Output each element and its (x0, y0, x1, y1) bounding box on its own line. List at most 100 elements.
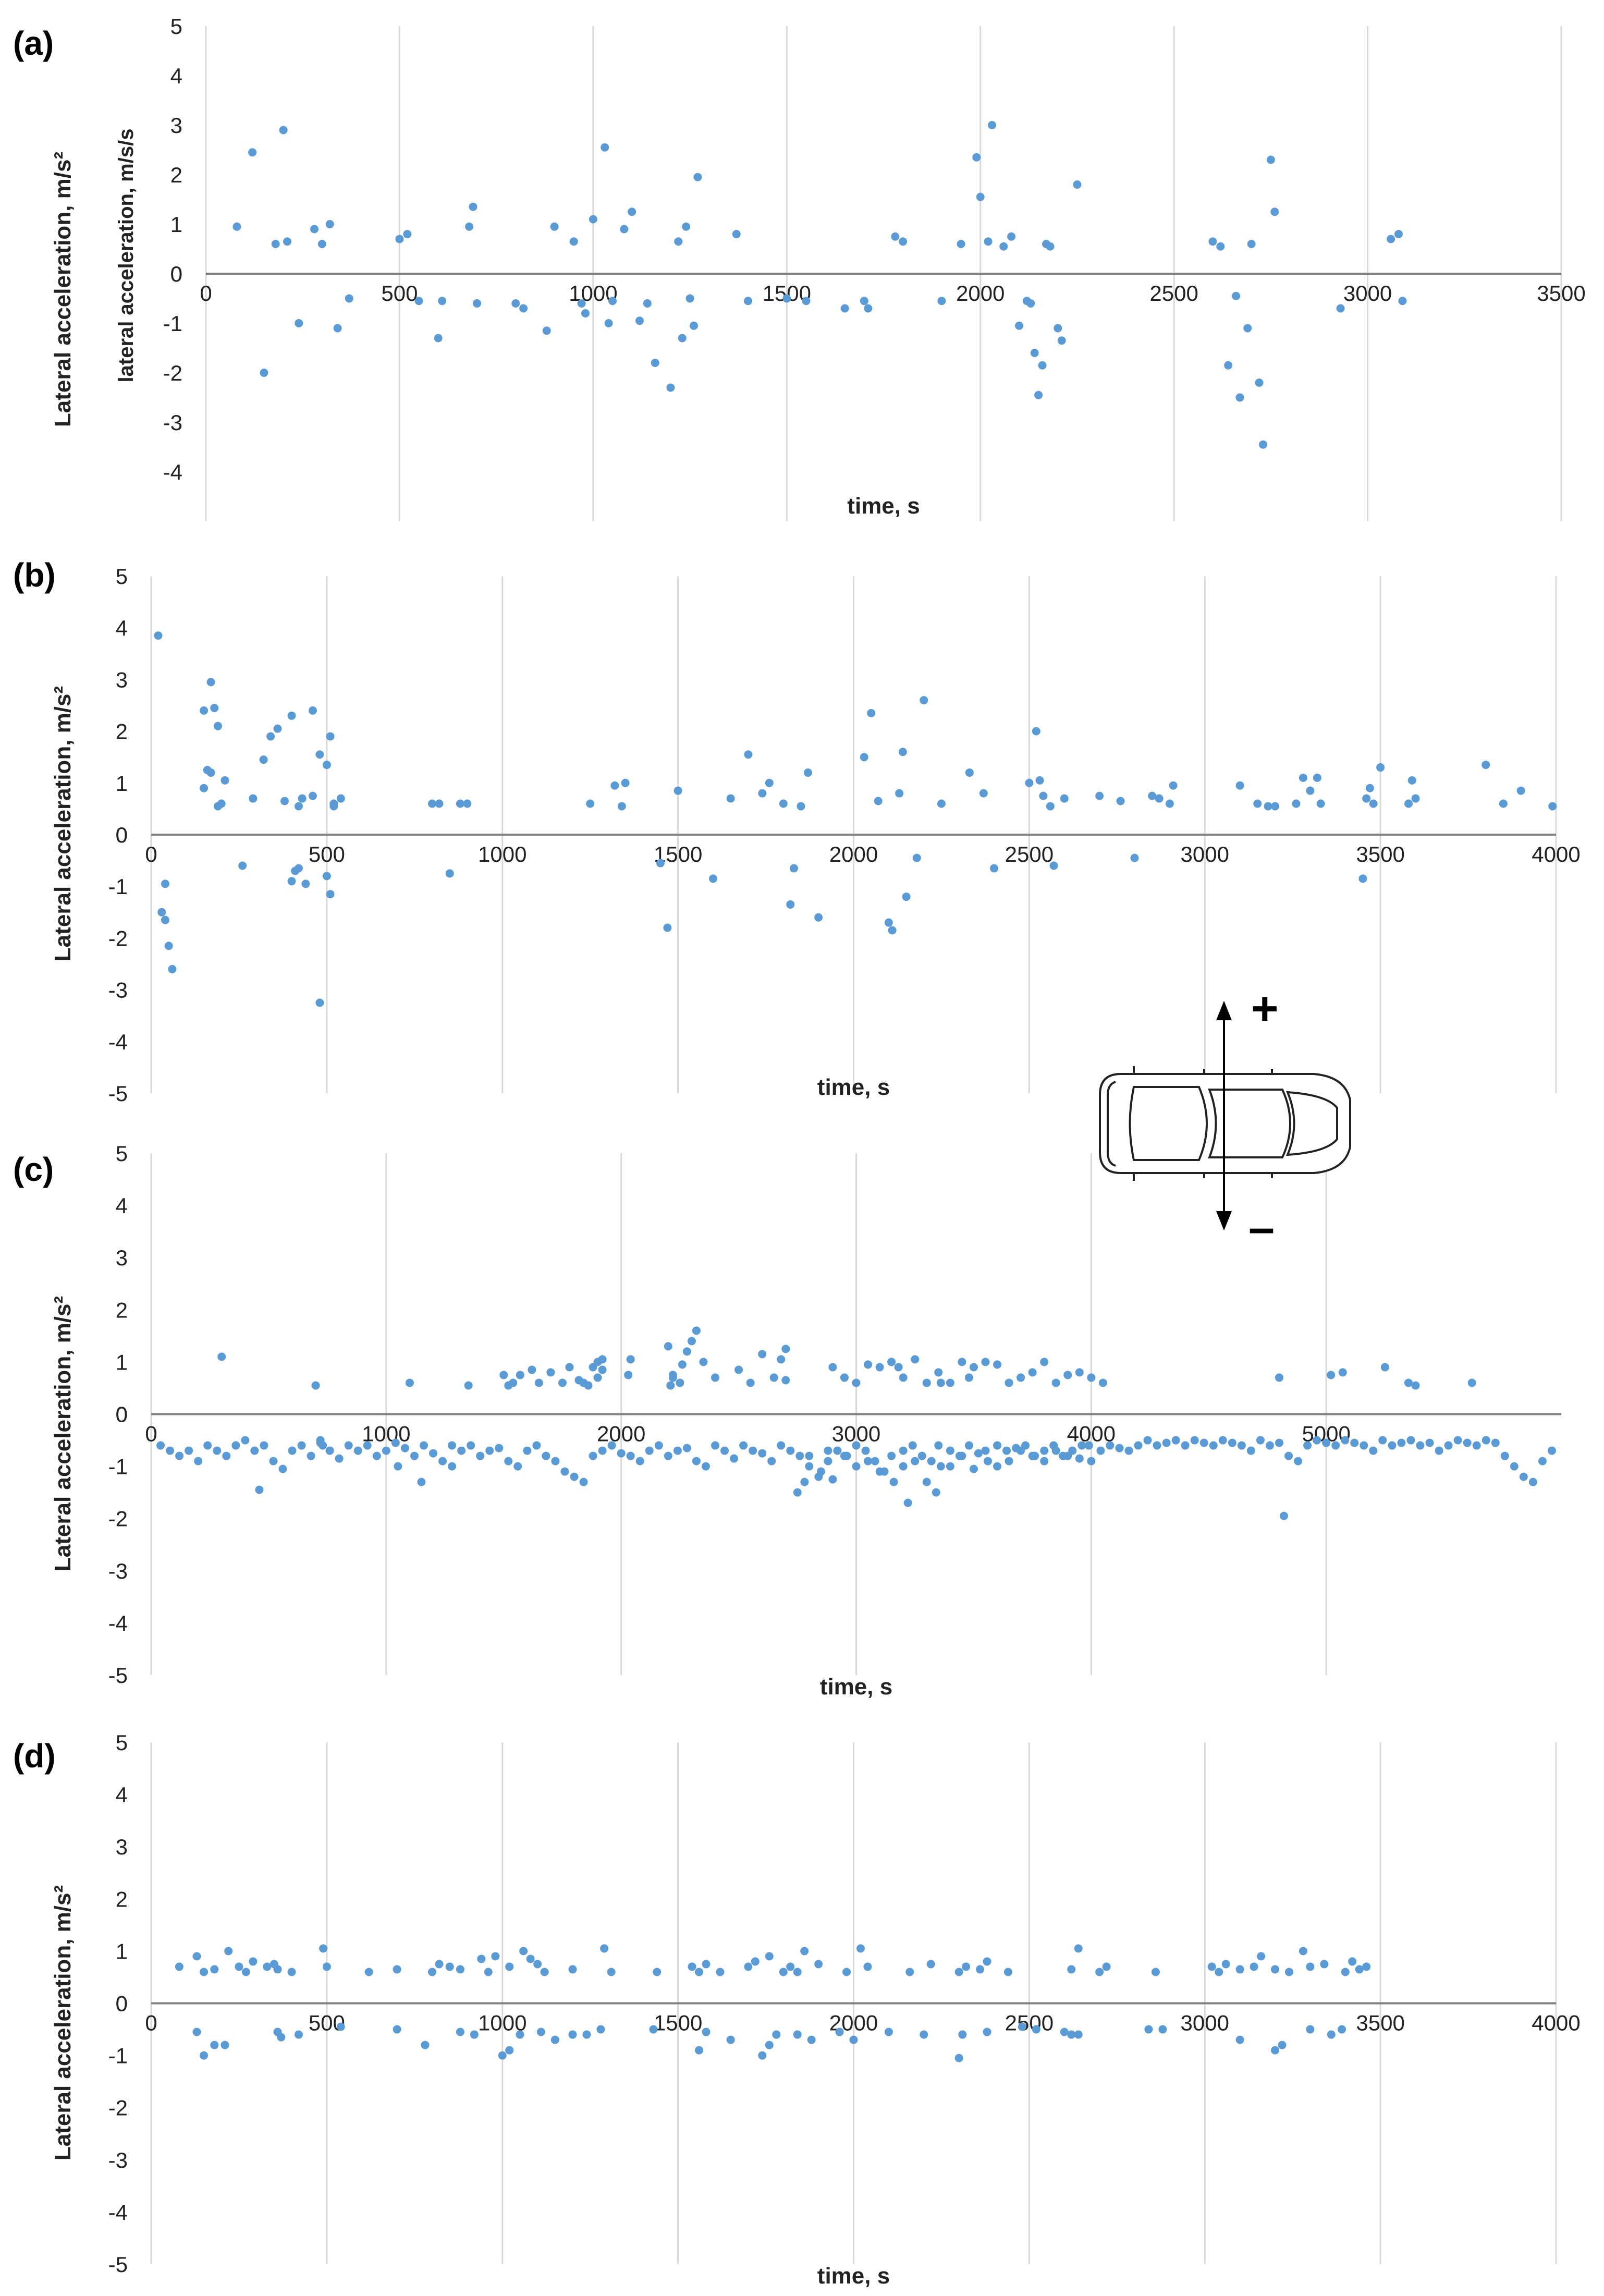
data-point (484, 1968, 493, 1976)
data-point (765, 778, 774, 787)
data-point (1398, 297, 1407, 306)
data-point (758, 2051, 767, 2060)
data-point (435, 799, 444, 808)
data-point (353, 1446, 362, 1455)
data-point (746, 1378, 755, 1387)
data-point (643, 299, 652, 308)
data-point (993, 1360, 1001, 1369)
data-point (699, 1358, 708, 1366)
data-point (516, 2030, 524, 2039)
data-point (965, 768, 974, 777)
data-point (394, 1462, 402, 1471)
data-point (568, 1965, 577, 1974)
y-tick-label: -2 (108, 1507, 128, 1531)
data-point (287, 877, 296, 886)
data-point (315, 998, 324, 1007)
y-tick-label: -1 (108, 874, 128, 899)
y-tick-label: 1 (116, 771, 128, 796)
data-point (678, 1360, 687, 1369)
data-point (903, 1498, 912, 1507)
data-point (864, 1360, 873, 1369)
data-point (532, 1441, 541, 1450)
data-point (528, 1365, 536, 1374)
data-point (1002, 1446, 1011, 1455)
data-point (1106, 1441, 1115, 1450)
data-point (1411, 1381, 1420, 1390)
data-point (1257, 1952, 1266, 1961)
data-point (294, 2030, 303, 2039)
data-point (664, 1342, 672, 1351)
y-axis-title-d: Lateral acceleration, m/s² (50, 1885, 76, 2160)
data-point (1007, 232, 1016, 241)
data-point (596, 2025, 605, 2034)
data-point (861, 1446, 870, 1455)
data-point (777, 1441, 786, 1450)
data-point (464, 1381, 473, 1390)
y-tick-label: -4 (108, 1611, 128, 1635)
data-point (307, 1451, 315, 1460)
data-point (231, 1441, 240, 1450)
data-point (635, 316, 644, 325)
data-point (511, 299, 520, 308)
data-point (744, 297, 752, 306)
data-point (206, 768, 215, 777)
y-tick-label: 4 (170, 64, 182, 88)
y-tick-label: -5 (108, 2252, 128, 2277)
x-tick-label: 500 (309, 842, 345, 866)
data-point (645, 1446, 654, 1455)
data-point (260, 1441, 268, 1450)
y-tick-label: 0 (116, 1402, 128, 1427)
data-point (1095, 791, 1104, 800)
data-point (485, 1446, 494, 1455)
data-point (316, 1436, 325, 1445)
data-point (1130, 853, 1139, 862)
data-point (513, 1462, 522, 1471)
data-point (840, 304, 849, 313)
data-point (523, 1446, 532, 1455)
data-point (1404, 1378, 1413, 1387)
data-point (1015, 321, 1023, 330)
data-point (701, 1462, 710, 1471)
panel-label-a: (a) (13, 25, 54, 62)
data-point (1215, 1968, 1223, 1976)
data-point (322, 761, 331, 770)
data-point (635, 1457, 644, 1465)
x-tick-label: 4000 (1532, 842, 1580, 866)
data-point (263, 1962, 272, 1971)
data-point (1548, 802, 1557, 811)
data-point (457, 1446, 466, 1455)
data-point (1275, 1438, 1283, 1447)
data-point (577, 299, 586, 308)
data-point (871, 1457, 879, 1465)
data-point (702, 1960, 711, 1969)
data-point (1143, 1436, 1152, 1445)
data-point (192, 1952, 201, 1961)
y-tick-label: -5 (108, 1081, 128, 1106)
data-point (1266, 155, 1275, 164)
data-point (749, 1446, 757, 1455)
data-point (1341, 1968, 1350, 1976)
data-point (428, 1968, 436, 1976)
data-point (958, 1451, 966, 1460)
data-point (417, 1477, 426, 1486)
y-tick-label: 1 (116, 1939, 128, 1963)
data-point (1259, 440, 1267, 449)
data-point (192, 2028, 201, 2036)
data-point (310, 225, 319, 234)
data-point (598, 1365, 607, 1374)
data-point (168, 964, 177, 973)
data-point (1394, 230, 1403, 238)
data-point (1199, 1438, 1208, 1447)
data-point (1350, 1438, 1359, 1447)
data-point (674, 786, 682, 795)
data-point (936, 1378, 945, 1387)
data-point (322, 872, 331, 881)
data-point (607, 1441, 616, 1450)
data-point (1362, 1962, 1371, 1971)
data-point (1284, 1968, 1293, 1976)
data-point (1280, 1511, 1289, 1520)
data-point (803, 768, 812, 777)
data-point (852, 1378, 861, 1387)
data-point (1046, 802, 1055, 811)
y-tick-label: -1 (163, 311, 182, 336)
